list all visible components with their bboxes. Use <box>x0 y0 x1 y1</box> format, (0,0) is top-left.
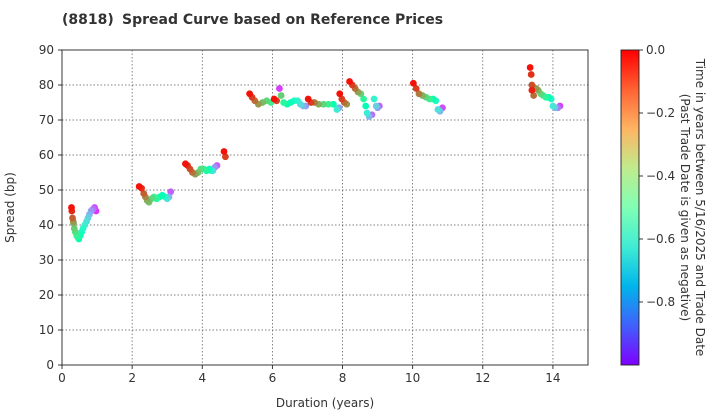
colorbar-tick-label: −0.4 <box>646 169 675 183</box>
colorbar-tick-label: −0.2 <box>646 106 675 120</box>
x-tick-label: 2 <box>128 371 136 385</box>
data-point <box>182 160 189 168</box>
data-point <box>70 225 78 232</box>
colorbar-tick-label: −0.8 <box>646 295 675 309</box>
data-point <box>409 79 417 87</box>
colorbar-tick-label: −0.6 <box>646 232 675 246</box>
axis-ticks: 0 2 4 6 8 10 12 14 0 10 20 30 40 50 60 70 80 90 <box>39 43 561 385</box>
data-point <box>270 95 278 103</box>
title-code: (8818) <box>62 12 114 28</box>
y-tick-label: 0 <box>46 358 54 372</box>
data-point <box>363 109 371 117</box>
y-tick-label: 60 <box>39 148 54 162</box>
data-point <box>304 95 312 103</box>
data-point <box>246 90 254 98</box>
data-point <box>527 71 535 78</box>
data-point <box>330 100 337 108</box>
x-tick-label: 10 <box>405 371 420 385</box>
x-axis-label: Duration (years) <box>276 396 374 410</box>
data-point <box>222 153 229 161</box>
data-point <box>280 99 288 106</box>
data-point <box>68 204 75 211</box>
data-point <box>336 90 344 98</box>
data-point <box>346 78 353 85</box>
scatter-points <box>68 64 564 243</box>
colorbar-frame <box>620 49 640 366</box>
data-point <box>362 102 370 110</box>
data-point <box>325 100 332 108</box>
data-point <box>167 188 175 196</box>
y-tick-label: 30 <box>39 253 54 267</box>
x-tick-label: 6 <box>269 371 277 385</box>
y-tick-label: 90 <box>39 43 54 57</box>
data-point <box>530 92 538 99</box>
y-tick-label: 40 <box>39 218 54 232</box>
y-tick-label: 20 <box>39 288 54 302</box>
data-point <box>526 64 534 71</box>
data-point <box>415 90 423 98</box>
data-point <box>372 102 380 110</box>
x-tick-label: 8 <box>339 371 347 385</box>
chart-title: (8818) Spread Curve based on Reference P… <box>62 12 443 28</box>
x-tick-label: 4 <box>198 371 206 385</box>
data-point <box>412 85 420 92</box>
data-point <box>69 214 76 222</box>
data-point <box>277 92 285 99</box>
grid-lines <box>62 50 588 365</box>
y-tick-label: 80 <box>39 78 54 92</box>
x-tick-label: 0 <box>58 371 66 385</box>
data-point <box>333 106 341 113</box>
y-tick-label: 70 <box>39 113 54 127</box>
data-point <box>434 106 442 113</box>
data-point <box>276 85 283 92</box>
y-axis-label: Spread (bp) <box>3 172 17 243</box>
data-point <box>320 100 327 108</box>
data-point <box>528 81 536 89</box>
x-tick-label: 14 <box>545 371 560 385</box>
colorbar-gradient <box>621 50 639 365</box>
y-tick-label: 50 <box>39 183 54 197</box>
data-point <box>370 95 378 103</box>
y-tick-label: 10 <box>39 323 54 337</box>
colorbar-label-line1: Time in years between 5/16/2025 and Trad… <box>693 58 707 357</box>
x-tick-label: 12 <box>475 371 490 385</box>
colorbar-ticks: 0.0 −0.2 −0.4 −0.6 −0.8 <box>639 43 675 309</box>
plot-frame <box>61 49 589 366</box>
data-point <box>220 148 228 155</box>
colorbar: 0.0 −0.2 −0.4 −0.6 −0.8 Time in years betwee… <box>620 43 707 366</box>
colorbar-label-line2: (Past Trade Date is given as negative) <box>678 94 692 322</box>
data-point <box>338 95 346 103</box>
data-point <box>528 86 536 94</box>
title-text: Spread Curve based on Reference Prices <box>122 12 443 28</box>
data-point <box>135 183 143 190</box>
data-point <box>360 95 367 103</box>
data-point <box>549 102 557 110</box>
data-point <box>140 190 148 197</box>
colorbar-tick-label: 0.0 <box>646 43 665 57</box>
